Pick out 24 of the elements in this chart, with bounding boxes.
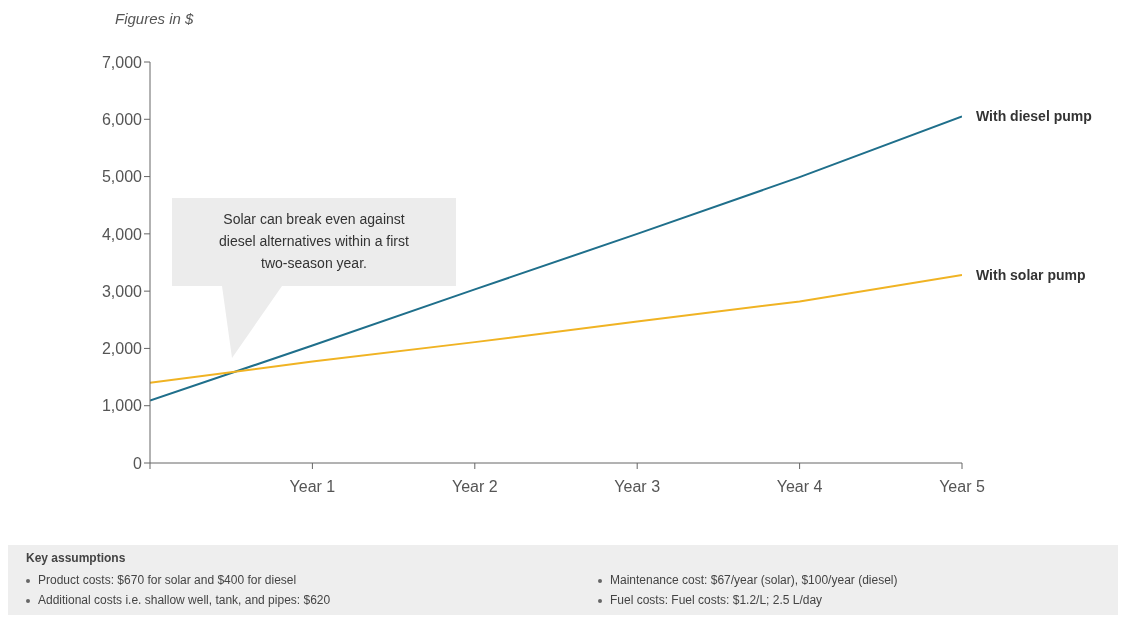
- line-series: [150, 274, 962, 384]
- y-tick-label: 2,000: [101, 340, 143, 358]
- y-tick-label: 6,000: [101, 110, 143, 128]
- text: Fuel costs: Fuel costs: $1.2/L; 2.5 L/day: [610, 593, 823, 607]
- text: Product costs: $670 for solar and $400 for diesel: [38, 573, 297, 587]
- y-tick-label: 0: [133, 454, 143, 472]
- y-tick-label: 4,000: [101, 225, 143, 243]
- text: Additional costs i.e. shallow well, tank, and pipes: $620: [38, 593, 331, 607]
- line-series: [150, 115, 962, 402]
- x-tick-label: Year 1: [289, 478, 336, 496]
- y-tick-label: 1,000: [101, 397, 143, 415]
- x-tick-label: Year 5: [939, 478, 985, 496]
- y-tick-label: 7,000: [101, 53, 143, 71]
- y-tick-label: 5,000: [101, 168, 143, 186]
- series-label: With solar pump: [976, 267, 1086, 284]
- y-axis-title: Figures in $: [115, 10, 194, 27]
- y-tick-label: 3,000: [101, 282, 143, 300]
- series-label: With diesel pump: [976, 108, 1092, 125]
- text: Maintenance cost: $67/year (solar), $100/year (diesel): [610, 573, 898, 587]
- text: Key assumptions: [26, 551, 126, 565]
- x-tick-label: Year 4: [776, 478, 823, 496]
- annotation: Solar can break even against diesel alternatives within a first two-season year.: [218, 210, 410, 273]
- x-tick-label: Year 3: [614, 478, 661, 496]
- x-tick-label: Year 2: [451, 478, 498, 496]
